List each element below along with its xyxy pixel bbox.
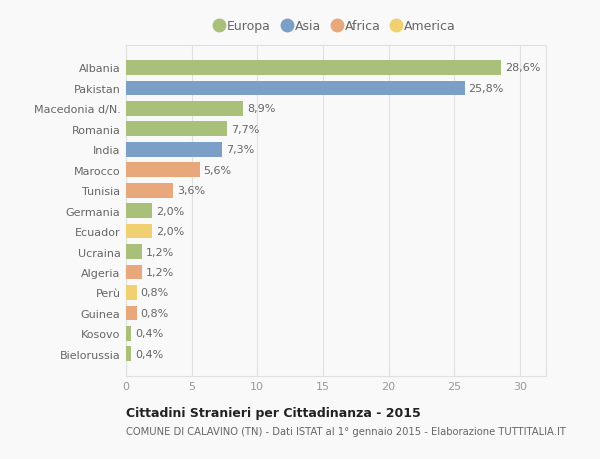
Text: Cittadini Stranieri per Cittadinanza - 2015: Cittadini Stranieri per Cittadinanza - 2… [126,406,421,419]
Text: 28,6%: 28,6% [505,63,541,73]
Text: 7,7%: 7,7% [231,124,259,134]
Bar [126,204,152,218]
Text: 1,2%: 1,2% [146,268,174,277]
Text: 2,0%: 2,0% [156,206,184,216]
Bar [126,326,131,341]
Legend: Europa, Asia, Africa, America: Europa, Asia, Africa, America [216,20,456,33]
Text: 1,2%: 1,2% [146,247,174,257]
Text: 0,8%: 0,8% [140,288,169,298]
Bar [126,347,131,361]
Text: COMUNE DI CALAVINO (TN) - Dati ISTAT al 1° gennaio 2015 - Elaborazione TUTTITALI: COMUNE DI CALAVINO (TN) - Dati ISTAT al … [126,426,566,436]
Bar [126,81,464,96]
Text: 0,4%: 0,4% [135,329,163,339]
Text: 25,8%: 25,8% [469,84,504,94]
Text: 5,6%: 5,6% [203,165,232,175]
Bar [126,102,243,117]
Bar [126,122,227,137]
Text: 0,4%: 0,4% [135,349,163,359]
Bar [126,265,142,280]
Text: 2,0%: 2,0% [156,227,184,236]
Bar [126,224,152,239]
Bar [126,306,137,320]
Bar [126,143,222,157]
Text: 3,6%: 3,6% [177,186,205,196]
Bar [126,163,199,178]
Bar [126,61,502,76]
Bar [126,184,173,198]
Bar [126,285,137,300]
Text: 0,8%: 0,8% [140,308,169,318]
Bar [126,245,142,259]
Text: 8,9%: 8,9% [247,104,275,114]
Text: 7,3%: 7,3% [226,145,254,155]
